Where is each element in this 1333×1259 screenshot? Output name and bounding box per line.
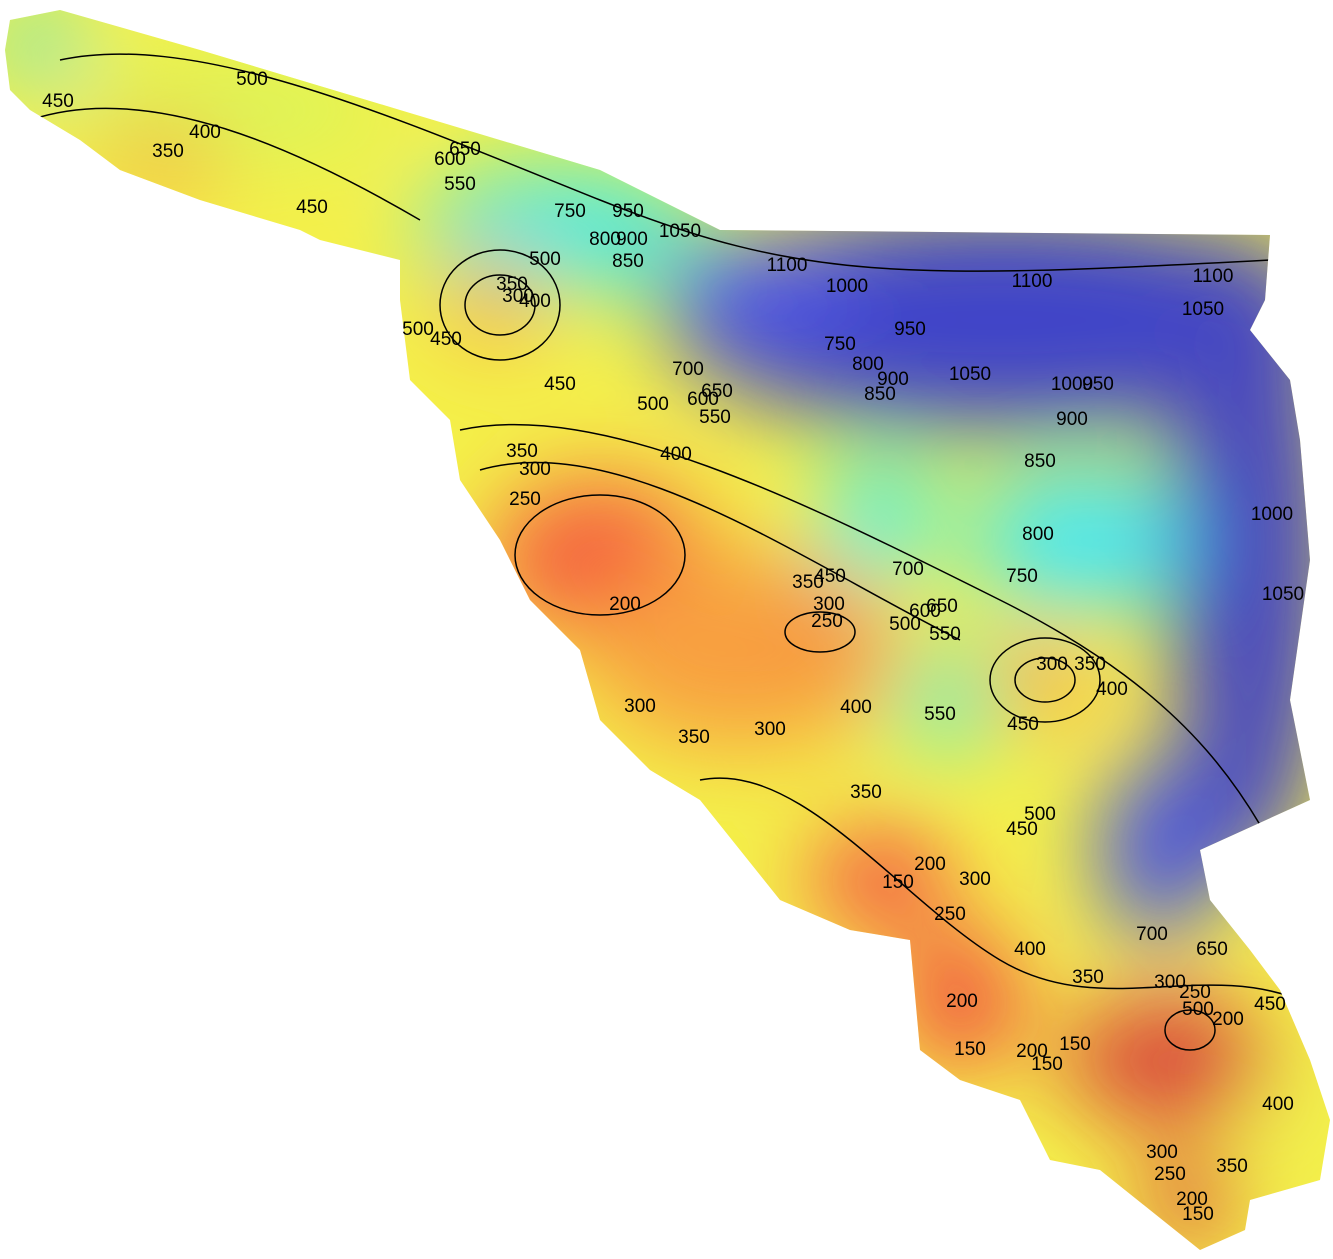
contour-label: 200: [914, 854, 946, 875]
contour-label: 550: [929, 624, 961, 645]
contour-label: 250: [509, 489, 541, 510]
contour-label: 1100: [1193, 266, 1234, 287]
contour-label: 300: [519, 459, 551, 480]
contour-label: 900: [616, 229, 648, 250]
contour-label: 200: [946, 991, 978, 1012]
contour-label: 750: [824, 334, 856, 355]
contour-label: 450: [42, 91, 74, 112]
contour-label: 450: [430, 329, 462, 350]
contour-label: 150: [954, 1039, 986, 1060]
contour-label: 400: [189, 122, 221, 143]
contour-label: 350: [850, 782, 882, 803]
contour-label: 950: [1082, 374, 1114, 395]
contour-label: 800: [852, 354, 884, 375]
contour-label: 400: [840, 697, 872, 718]
contour-label: 350: [506, 441, 538, 462]
contour-label: 650: [1196, 939, 1228, 960]
contour-lines: [29, 53, 1301, 1051]
contour-label: 950: [612, 201, 644, 222]
contour-label: 1000: [1251, 504, 1293, 525]
contour-label: 800: [1022, 524, 1054, 545]
contour-label: 300: [1036, 654, 1068, 675]
contour-label: 550: [444, 174, 476, 195]
contour-label: 500: [637, 394, 669, 415]
contour-label: 350: [1072, 967, 1104, 988]
contour-label: 700: [1136, 924, 1168, 945]
contour-label: 350: [1074, 654, 1106, 675]
contour-label: 900: [877, 369, 909, 390]
contour-label: 1100: [767, 255, 808, 276]
contour-label: 200: [609, 594, 641, 615]
contour-label: 600: [434, 149, 466, 170]
contour-label: 650: [701, 381, 733, 402]
contour-label: 300: [754, 719, 786, 740]
contour-label: 450: [1007, 714, 1039, 735]
contour-label: 550: [924, 704, 956, 725]
contour-label: 500: [529, 249, 561, 270]
contour-label: 1050: [949, 364, 991, 385]
contour-label: 850: [1024, 451, 1056, 472]
contour-label: 850: [864, 384, 896, 405]
contour-label: 900: [1056, 409, 1088, 430]
contour-label: 200: [1176, 1189, 1208, 1210]
contour-label: 400: [1014, 939, 1046, 960]
contour-label: 650: [449, 139, 481, 160]
contour-label: 500: [1182, 999, 1214, 1020]
contour-label: 800: [589, 229, 621, 250]
contour-label: 350: [1216, 1156, 1248, 1177]
contour-label: 400: [519, 291, 551, 312]
contour-label: 350: [152, 141, 184, 162]
contour-label: 300: [624, 696, 656, 717]
contour-label: 1100: [1012, 271, 1053, 292]
contour-label: 250: [934, 904, 966, 925]
contour-label: 350: [496, 274, 528, 295]
contour-label: 250: [811, 611, 843, 632]
contour-label: 1000: [826, 276, 868, 297]
contour-label: 350: [678, 727, 710, 748]
contour-label: 300: [813, 594, 845, 615]
contour-label: 700: [892, 559, 924, 580]
contour-label: 1050: [659, 221, 701, 242]
contour-label: 150: [1059, 1034, 1091, 1055]
contour-label: 200: [1016, 1041, 1048, 1062]
contour-label: 400: [1262, 1094, 1294, 1115]
contour-label: 450: [544, 374, 576, 395]
contour-label: 450: [1006, 819, 1038, 840]
contour-labels: 5004504003504506506005507508008509009501…: [42, 69, 1304, 1225]
contour-label: 1050: [1182, 299, 1224, 320]
contour-label: 500: [889, 614, 921, 635]
contour-label: 500: [1024, 804, 1056, 825]
contour-label: 600: [687, 389, 719, 410]
contour-label: 350: [792, 572, 824, 593]
contour-label: 300: [959, 869, 991, 890]
contour-label: 700: [672, 359, 704, 380]
contour-label: 150: [882, 872, 914, 893]
contour-label: 450: [1254, 994, 1286, 1015]
contour-label: 250: [1179, 982, 1211, 1003]
contour-label: 500: [236, 69, 268, 90]
contour-label: 500: [402, 319, 434, 340]
contour-label: 1050: [1262, 584, 1304, 605]
contour-label: 400: [660, 444, 692, 465]
contour-label: 450: [296, 197, 328, 218]
contour-label: 150: [1182, 1204, 1214, 1225]
contour-label: 600: [909, 601, 941, 622]
contour-label: 450: [814, 566, 846, 587]
contour-label: 750: [1006, 566, 1038, 587]
contour-label: 300: [1154, 972, 1186, 993]
contour-label: 300: [502, 286, 534, 307]
contour-label: 250: [1154, 1164, 1186, 1185]
contour-label: 650: [926, 596, 958, 617]
contour-label: 1000: [1051, 374, 1093, 395]
contour-label: 200: [1212, 1009, 1244, 1030]
contour-label: 300: [1146, 1142, 1178, 1163]
contour-label: 750: [554, 201, 586, 222]
contour-label: 400: [1096, 679, 1128, 700]
contour-label: 150: [1031, 1054, 1063, 1075]
contour-label: 550: [699, 407, 731, 428]
contour-label: 850: [612, 251, 644, 272]
contour-label: 950: [894, 319, 926, 340]
